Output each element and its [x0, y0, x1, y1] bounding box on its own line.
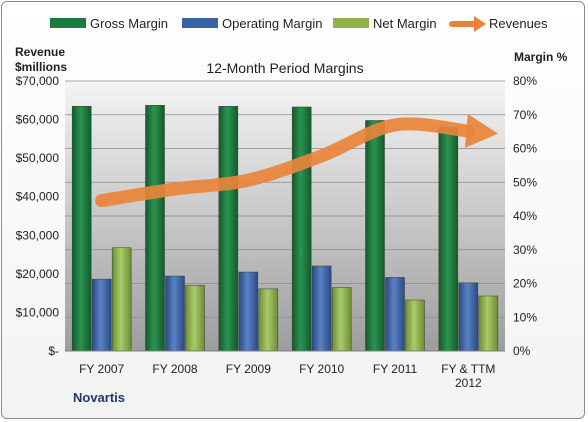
right-tick-label: 0% [513, 344, 531, 358]
bar-net-margin [258, 288, 279, 352]
category-label: FY 2008 [152, 362, 197, 376]
bar-gross-margin [438, 126, 459, 352]
bar-net-margin [331, 287, 352, 352]
bar-operating-margin [238, 271, 259, 352]
bar-operating-margin [458, 282, 479, 352]
left-axis-label-line-1: Revenue [15, 45, 65, 59]
revenue-arrow-head [464, 114, 499, 148]
bar-net-margin [185, 285, 205, 352]
left-tick-label: $30,000 [16, 228, 60, 242]
bar-operating-margin [91, 278, 112, 352]
category-label: FY 2010 [299, 362, 344, 376]
legend-item-gross-margin: Gross Margin [50, 16, 168, 31]
left-tick-labels: $- $10,000 $20,000 $30,000 $40,000 $50,000 $60… [16, 74, 60, 358]
left-tick-label: $10,000 [16, 305, 60, 319]
legend-arrow-head [474, 16, 486, 32]
bar-operating-margin [385, 277, 405, 352]
company-label: Novartis [73, 390, 125, 405]
right-tick-label: 40% [513, 209, 537, 223]
left-tick-label: $50,000 [16, 151, 60, 165]
legend-item-net-margin: Net Margin [333, 16, 437, 31]
bar-net-margin [478, 295, 499, 352]
legend-item-operating-margin: Operating Margin [182, 16, 322, 31]
bar-net-margin [111, 247, 132, 352]
bars-group [71, 105, 499, 352]
bar-gross-margin [291, 106, 312, 352]
left-axis-label-line-2: $millions [15, 60, 67, 74]
category-label: FY 2007 [79, 362, 124, 376]
bar-operating-margin [165, 275, 185, 352]
left-tick-label: $60,000 [16, 113, 60, 127]
right-tick-label: 10% [513, 310, 537, 324]
category-label: FY 2009 [226, 362, 271, 376]
right-tick-labels: 0% 10% 20% 30% 40% 50% 60% 70% 80% [513, 74, 537, 358]
left-tick-label: $70,000 [16, 74, 60, 88]
right-tick-label: 80% [513, 74, 537, 88]
right-tick-label: 30% [513, 243, 537, 257]
right-tick-label: 60% [513, 142, 537, 156]
left-tick-label: $- [48, 344, 59, 358]
legend-label: Gross Margin [90, 16, 168, 31]
chart-title: 12-Month Period Margins [206, 60, 363, 76]
legend: Gross Margin Operating Margin Net Margin… [50, 16, 548, 32]
right-tick-label: 50% [513, 175, 537, 189]
revenue-line-group [95, 114, 499, 208]
left-tick-label: $20,000 [16, 267, 60, 281]
bar-gross-margin [71, 106, 92, 352]
bar-operating-margin [311, 265, 332, 352]
left-tick-label: $40,000 [16, 190, 60, 204]
legend-label: Operating Margin [222, 16, 322, 31]
bar-net-margin [405, 299, 425, 352]
bar-gross-margin [218, 106, 239, 352]
legend-swatch [333, 18, 369, 28]
category-labels: FY 2007 FY 2008 FY 2009 FY 2010 FY 2011 FY & … [79, 362, 495, 390]
legend-swatch [50, 18, 86, 28]
gridlines [65, 80, 505, 352]
legend-item-revenues: Revenues [449, 16, 548, 32]
category-label: 2012 [455, 376, 482, 390]
legend-label: Net Margin [373, 16, 437, 31]
revenue-line [95, 117, 475, 208]
right-tick-label: 20% [513, 277, 537, 291]
bar-gross-margin [145, 105, 165, 352]
legend-swatch [182, 18, 218, 28]
category-label: FY & TTM [441, 362, 495, 376]
right-axis-label: Margin % [514, 50, 568, 64]
legend-label: Revenues [489, 16, 548, 31]
category-label: FY 2011 [373, 362, 418, 376]
bar-gross-margin [365, 120, 385, 352]
right-tick-label: 70% [513, 108, 537, 122]
